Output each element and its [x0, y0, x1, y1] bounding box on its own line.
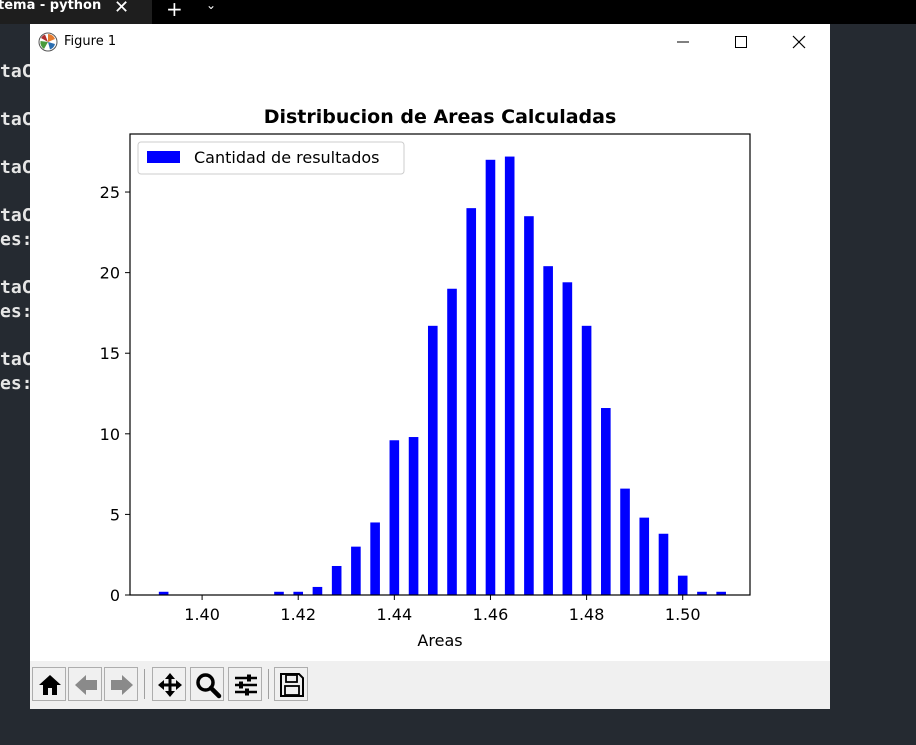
forward-arrow-icon: [111, 675, 133, 695]
y-tick-label: 20: [100, 264, 120, 283]
sliders-icon: [235, 674, 257, 696]
x-tick-label: 1.44: [377, 605, 413, 624]
histogram-bar: [504, 156, 515, 595]
histogram-bar: [293, 591, 304, 595]
histogram-bar: [370, 522, 380, 595]
histogram-bar: [389, 440, 400, 595]
minimize-button[interactable]: [660, 28, 706, 56]
forward-button[interactable]: [104, 667, 138, 701]
save-figure-button[interactable]: [274, 667, 308, 701]
minimize-icon: [677, 41, 689, 43]
y-tick-label: 25: [100, 183, 120, 202]
x-tick-label: 1.48: [569, 605, 605, 624]
histogram-bar: [331, 565, 342, 595]
terminal-tab-bar: tema - python ✕ + ⌄: [0, 0, 916, 24]
floppy-disk-icon: [280, 673, 304, 697]
histogram-bar: [447, 288, 457, 595]
y-tick-label: 5: [110, 505, 120, 524]
histogram-bar: [562, 282, 573, 595]
back-arrow-icon: [75, 675, 97, 695]
legend-box: [137, 141, 405, 175]
histogram-bar: [658, 533, 669, 595]
legend: Cantidad de resultados: [137, 141, 405, 175]
matplotlib-logo-icon: [38, 32, 58, 52]
close-icon: [792, 35, 806, 49]
axes-frame: [129, 133, 751, 596]
x-axis-label: Areas: [417, 631, 462, 650]
histogram-bar: [524, 216, 534, 595]
zoom-button[interactable]: [190, 667, 224, 701]
x-tick-label: 1.46: [473, 605, 509, 624]
histogram-bar: [677, 575, 688, 595]
close-button[interactable]: [776, 28, 822, 56]
x-tick-label: 1.42: [280, 605, 316, 624]
terminal-tab-title: tema - python: [0, 0, 102, 13]
histogram-bar: [716, 591, 726, 595]
home-button[interactable]: [32, 667, 66, 701]
histogram-bar: [312, 586, 323, 595]
new-tab-icon[interactable]: +: [166, 0, 183, 21]
y-tick-label: 0: [110, 586, 120, 605]
histogram-bar: [601, 408, 611, 595]
pan-move-icon: [158, 673, 182, 697]
histogram-bar: [620, 488, 630, 595]
window-title: Figure 1: [64, 34, 117, 49]
histogram-bar: [485, 159, 496, 595]
x-tick-label: 1.40: [184, 605, 220, 624]
back-button[interactable]: [68, 667, 102, 701]
plot-canvas[interactable]: Distribucion de Areas Calculadas 1.40 1.4…: [30, 60, 830, 661]
figure-window: Figure 1 Distribucion de Areas Calculada…: [30, 24, 830, 709]
pan-button[interactable]: [152, 667, 186, 701]
histogram-bar: [466, 208, 477, 595]
maximize-icon: [735, 36, 747, 48]
toolbar-separator: [268, 669, 269, 699]
y-tick-label: 10: [100, 425, 120, 444]
navigation-toolbar: [30, 661, 830, 709]
legend-swatch: [147, 151, 180, 163]
histogram-bar: [351, 546, 361, 595]
histogram-chart: Distribucion de Areas Calculadas 1.40 1.4…: [100, 106, 751, 650]
chevron-down-icon[interactable]: ⌄: [206, 0, 217, 12]
home-icon: [39, 675, 61, 695]
histogram-bar: [158, 591, 169, 595]
terminal-line: es:: [0, 229, 33, 250]
histogram-bar: [639, 517, 650, 595]
configure-subplots-button[interactable]: [228, 667, 262, 701]
maximize-button[interactable]: [718, 28, 764, 56]
close-tab-icon[interactable]: ✕: [114, 0, 130, 18]
histogram-bar: [697, 591, 707, 595]
toolbar-separator: [144, 669, 145, 699]
x-tick-label: 1.50: [665, 605, 701, 624]
zoom-magnifier-icon: [196, 673, 222, 699]
histogram-bar: [543, 266, 553, 595]
histogram-bar: [408, 437, 419, 595]
legend-label: Cantidad de resultados: [194, 148, 379, 167]
window-titlebar[interactable]: Figure 1: [30, 24, 830, 60]
histogram-bar: [581, 325, 592, 595]
histogram-bar: [274, 591, 284, 595]
histogram-bar: [427, 325, 438, 595]
terminal-tab[interactable]: tema - python ✕: [0, 0, 152, 24]
terminal-line: es:: [0, 373, 33, 394]
chart-title: Distribucion de Areas Calculadas: [264, 106, 617, 128]
terminal-line: es:: [0, 301, 33, 322]
y-tick-label: 15: [100, 344, 120, 363]
